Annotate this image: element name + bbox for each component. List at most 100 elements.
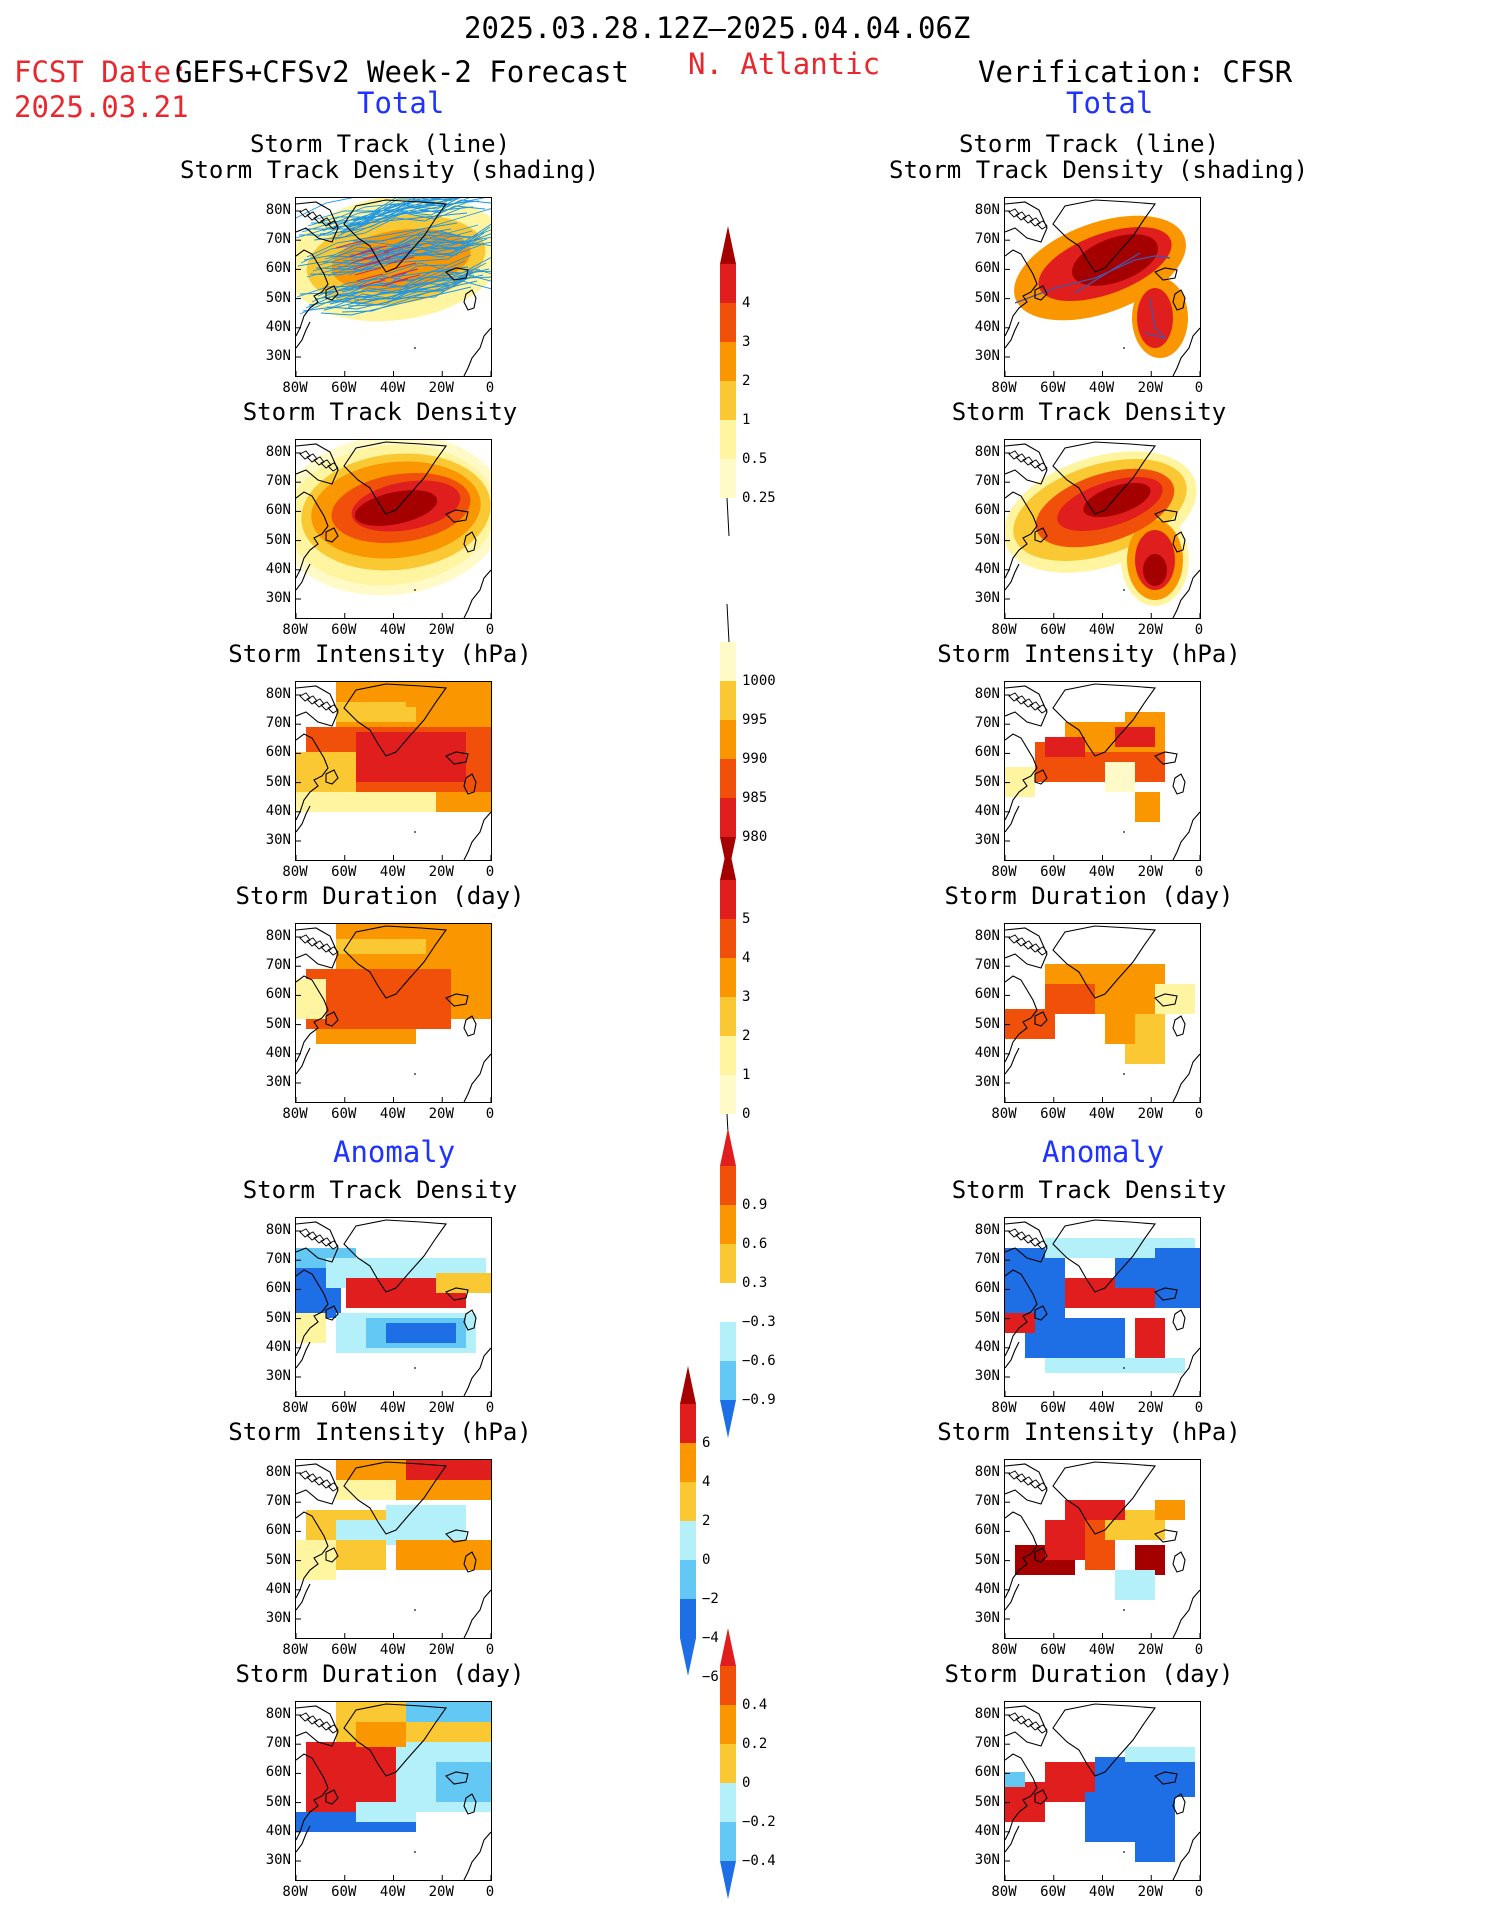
coastline	[296, 563, 311, 591]
coastline	[1052, 683, 1157, 757]
lat-tick-label: 80N	[974, 1464, 1000, 1480]
title-density-anom-right: Storm Track Density	[951, 1176, 1227, 1204]
coastline	[296, 443, 339, 485]
coastline	[1005, 1047, 1020, 1075]
lon-tick-label: 40W	[379, 1642, 406, 1658]
storm-track-line	[299, 284, 451, 315]
coastline	[327, 1240, 339, 1250]
storm-track-line	[306, 252, 458, 278]
colorbar-label: −2	[702, 1591, 719, 1607]
colorbar-label: 0	[742, 1106, 751, 1122]
coastline	[313, 1718, 325, 1728]
coastline	[325, 769, 339, 785]
verification-label: Verification: CFSR	[978, 55, 1293, 89]
lon-tick-label: 0	[1194, 864, 1204, 880]
grid-cell	[1005, 767, 1035, 797]
colorbar-duration-total	[718, 840, 738, 1158]
coastline	[1015, 1715, 1027, 1725]
coastline	[1005, 1825, 1020, 1853]
lon-tick-label: 20W	[1137, 1106, 1163, 1122]
lat-tick-label: 60N	[974, 260, 1000, 277]
lon-tick-label: 40W	[379, 1106, 406, 1122]
storm-track-line	[306, 222, 458, 258]
colorbar-label: 1000	[742, 673, 776, 689]
coastline	[1022, 214, 1034, 224]
coastline	[463, 811, 491, 860]
lat-tick-label: 30N	[265, 348, 291, 364]
colorbar-segment	[720, 1822, 736, 1861]
grid-cell	[1005, 1772, 1025, 1787]
coastline	[327, 704, 339, 714]
lat-tick-label: 60N	[974, 1522, 1000, 1539]
coastline	[313, 698, 325, 708]
coastline	[1154, 267, 1178, 281]
coastline	[296, 249, 329, 337]
coastline	[445, 1771, 469, 1785]
lat-tick-label: 60N	[265, 1522, 291, 1539]
coastline	[1154, 509, 1178, 523]
lon-tick-label: 20W	[1137, 864, 1163, 880]
coastline	[306, 937, 318, 947]
lon-tick-label: 60W	[1040, 622, 1066, 638]
coastline	[296, 1511, 329, 1599]
coastline	[463, 1309, 477, 1331]
storm-track-line	[350, 255, 378, 264]
coastline	[1034, 1789, 1048, 1805]
colorbar-label: 0.4	[742, 1697, 768, 1713]
coastline	[1005, 927, 1048, 969]
colorbar-label: 6	[702, 1435, 711, 1451]
coastline	[327, 220, 339, 230]
lat-tick-label: 30N	[974, 1852, 1000, 1868]
coastline	[296, 1705, 339, 1747]
lon-tick-label: 20W	[428, 1106, 454, 1122]
lon-tick-label: 0	[485, 1400, 495, 1416]
lon-tick-label: 80W	[282, 864, 308, 880]
storm-track-line	[296, 210, 446, 239]
coastline	[320, 943, 332, 953]
lon-tick-label: 40W	[1088, 1400, 1115, 1416]
lat-tick-label: 40N	[974, 1338, 1000, 1355]
lon-tick-label: 20W	[428, 622, 454, 638]
colorbar-label: 980	[742, 829, 768, 845]
title-track-shading-right: Storm Track Density (shading)	[889, 156, 1309, 184]
coastline	[1172, 1831, 1200, 1880]
coastline	[1172, 773, 1186, 795]
coastline	[325, 1789, 339, 1805]
lat-tick-label: 70N	[974, 957, 1000, 974]
coastline	[463, 1347, 491, 1396]
map-panel-duration-anomaly-verification	[1004, 1701, 1201, 1881]
storm-track-line	[302, 272, 454, 312]
lat-tick-label: 70N	[265, 473, 291, 490]
coastline	[1008, 934, 1020, 944]
title-intensity-left: Storm Intensity (hPa)	[228, 640, 532, 668]
lat-tick-label: 60N	[974, 744, 1000, 761]
lon-tick-label: 60W	[1040, 1106, 1066, 1122]
lat-tick-label: 70N	[265, 1493, 291, 1510]
colorbar-arrow	[726, 603, 730, 643]
coastline	[1052, 925, 1157, 999]
grid-cell	[1115, 727, 1155, 747]
coastline	[1052, 1219, 1157, 1293]
coastline	[1029, 459, 1041, 469]
coastline	[463, 1831, 491, 1880]
coastline	[445, 751, 469, 765]
coastline	[1154, 1529, 1178, 1543]
map-panel-intensity-forecast	[295, 681, 492, 861]
grid-cell	[296, 752, 356, 792]
storm-track-line	[381, 278, 409, 287]
storm-track-line	[348, 249, 376, 258]
colorbar-label: 995	[742, 712, 768, 728]
coastline	[1005, 685, 1048, 727]
coastline	[296, 1269, 329, 1357]
lon-tick-label: 80W	[282, 1400, 308, 1416]
lon-tick-label: 0	[485, 380, 495, 396]
grid-cell	[336, 1480, 396, 1500]
storm-track-line	[323, 274, 475, 311]
coastline	[296, 1463, 339, 1505]
colorbar-segment	[680, 1482, 696, 1521]
lat-tick-label: 80N	[265, 1222, 291, 1238]
lon-tick-label: 0	[485, 864, 495, 880]
coastline	[320, 1479, 332, 1489]
storm-track-line	[393, 274, 421, 283]
coastline	[327, 462, 339, 472]
